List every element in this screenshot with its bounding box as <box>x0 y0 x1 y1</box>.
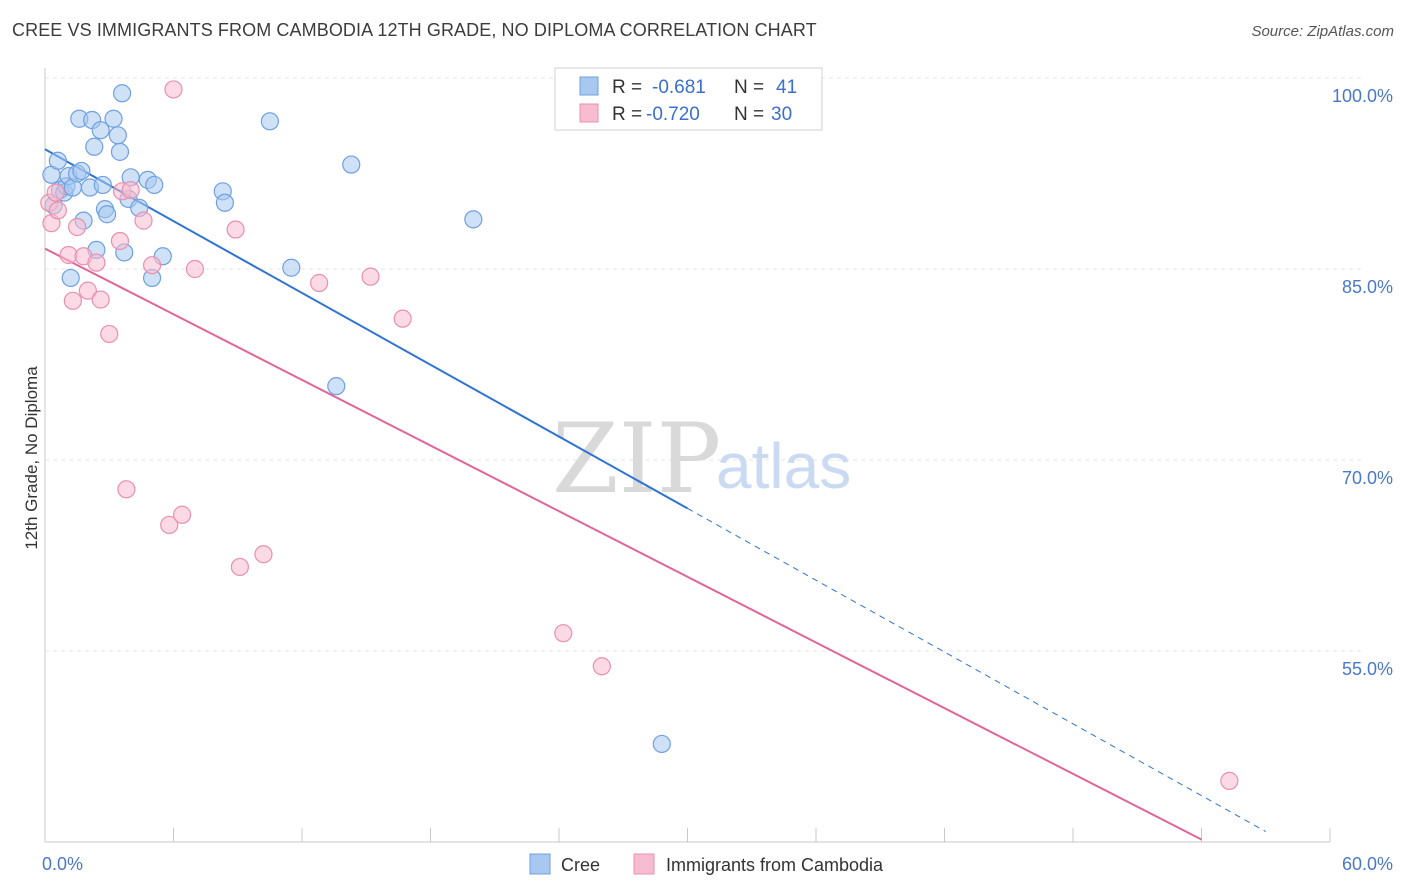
point-cree <box>112 84 132 103</box>
legend-r-label-cree: R = <box>612 77 642 98</box>
point-cambodia <box>310 273 329 293</box>
point-cambodia <box>185 259 205 279</box>
point-cambodia <box>100 324 119 344</box>
point-cambodia <box>254 545 273 564</box>
watermark-atlas: atlas <box>716 430 851 502</box>
point-cree <box>91 121 110 140</box>
watermark-zip: ZIP <box>552 403 721 515</box>
point-cambodia <box>87 253 106 272</box>
point-cambodia <box>117 480 136 499</box>
point-cree <box>110 142 130 161</box>
x-tick-label-max: 60.0% <box>1342 854 1393 874</box>
point-cree <box>215 193 234 212</box>
legend-n-label-cambodia: N = <box>734 104 764 125</box>
y-tick-label: 85.0% <box>1342 277 1393 297</box>
point-cambodia <box>121 180 140 200</box>
point-cree <box>93 175 112 195</box>
point-cambodia <box>68 217 87 237</box>
legend-r-label-cambodia: R = <box>612 104 642 125</box>
point-cree <box>98 205 117 224</box>
y-tick-label: 100.0% <box>1332 86 1393 106</box>
point-cree <box>342 155 361 174</box>
x-tick-label-min: 0.0% <box>42 854 83 874</box>
legend-r-value-cree: -0.681 <box>652 77 706 98</box>
point-cambodia <box>110 231 130 251</box>
source-credit: Source: ZipAtlas.com <box>1251 23 1394 40</box>
point-cambodia <box>592 657 611 676</box>
point-cambodia <box>63 291 82 310</box>
point-cambodia <box>59 245 78 265</box>
trend-lines <box>44 148 1266 841</box>
point-cree <box>48 151 67 170</box>
legend-n-label-cree: N = <box>734 77 764 98</box>
point-cree <box>61 268 80 288</box>
y-tick-label: 55.0% <box>1342 659 1393 679</box>
legend-r-value-cambodia: -0.720 <box>646 104 700 125</box>
point-cree <box>85 137 104 156</box>
point-cree <box>282 258 301 277</box>
point-cree <box>464 210 483 229</box>
point-cambodia <box>172 505 192 524</box>
point-cambodia <box>134 211 153 230</box>
bottom-legend: Cree Immigrants from Cambodia <box>529 853 884 875</box>
point-cree <box>652 734 671 754</box>
point-cambodia <box>48 201 67 220</box>
point-cambodia <box>393 309 412 328</box>
point-cambodia <box>91 290 110 309</box>
y-tick-label: 70.0% <box>1342 468 1393 488</box>
trend-line-0 <box>44 148 688 510</box>
gridlines <box>45 77 1365 652</box>
bottom-legend-swatch-cambodia <box>633 853 655 875</box>
point-cree <box>145 175 164 195</box>
point-cree <box>327 377 346 396</box>
point-cambodia <box>160 515 179 535</box>
point-cree <box>108 126 127 145</box>
trend-line-1 <box>44 247 1202 841</box>
point-cambodia <box>230 557 249 577</box>
legend-swatch-cambodia <box>579 103 599 123</box>
trend-line-extension-0 <box>687 507 1266 832</box>
point-cambodia <box>554 624 573 643</box>
point-cambodia <box>46 183 65 202</box>
legend-n-value-cambodia: 30 <box>771 104 792 125</box>
watermark: ZIP atlas <box>552 403 851 515</box>
point-cree <box>260 112 279 131</box>
point-cambodia <box>142 256 162 275</box>
legend-box: R = -0.681 N = 41 R = -0.720 N = 30 <box>554 67 823 131</box>
legend-n-value-cree: 41 <box>776 77 797 98</box>
point-cambodia <box>164 80 183 99</box>
chart-title: CREE VS IMMIGRANTS FROM CAMBODIA 12TH GR… <box>12 20 817 40</box>
data-points <box>40 80 1239 790</box>
point-cambodia <box>361 267 380 286</box>
tick-labels: 100.0% 85.0% 70.0% 55.0% 0.0% 60.0% <box>42 86 1393 874</box>
point-cree <box>72 161 91 181</box>
legend-swatch-cree <box>579 76 599 96</box>
point-cambodia <box>1220 771 1239 790</box>
point-cambodia <box>226 220 245 239</box>
bottom-legend-label-cambodia: Immigrants from Cambodia <box>666 855 884 875</box>
bottom-legend-swatch-cree <box>529 853 551 875</box>
bottom-legend-label-cree: Cree <box>561 855 600 875</box>
point-cree <box>104 109 123 128</box>
y-axis-label: 12th Grade, No Diploma <box>22 366 41 550</box>
point-cambodia <box>78 281 97 300</box>
